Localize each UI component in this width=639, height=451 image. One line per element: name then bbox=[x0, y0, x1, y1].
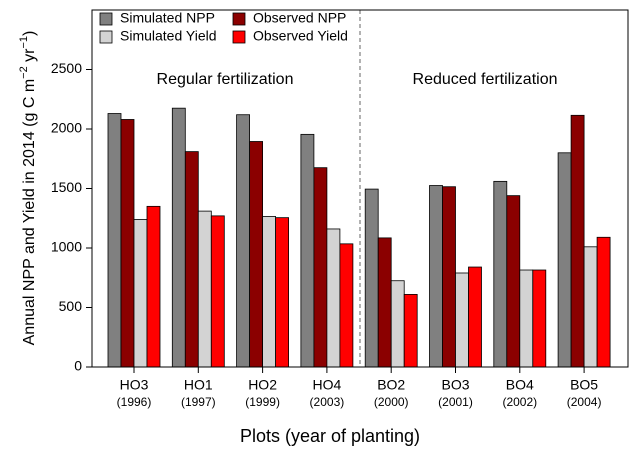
y-tick-label: 0 bbox=[74, 358, 82, 374]
bar bbox=[532, 269, 547, 368]
bar bbox=[171, 107, 186, 368]
y-label-part: yr bbox=[21, 48, 38, 66]
x-tick-label: BO4 bbox=[506, 377, 534, 393]
plot-frame bbox=[91, 9, 629, 368]
bar bbox=[570, 114, 585, 368]
bar bbox=[120, 119, 135, 368]
bar bbox=[107, 113, 122, 368]
y-label-sup: −2 bbox=[18, 66, 30, 79]
bar bbox=[455, 272, 469, 368]
bar bbox=[262, 216, 277, 368]
x-tick-sublabel: (1996) bbox=[117, 395, 152, 409]
y-axis-label: Annual NPP and Yield in 2014 (g C m−2 yr… bbox=[18, 31, 38, 346]
bar bbox=[403, 294, 418, 368]
y-label-part: ) bbox=[21, 31, 38, 36]
annotation: Reduced fertilization bbox=[413, 71, 558, 88]
y-tick-label: 1500 bbox=[51, 179, 82, 195]
legend-label: Observed NPP bbox=[253, 10, 346, 26]
bar bbox=[146, 205, 161, 368]
bar bbox=[326, 228, 341, 368]
bar bbox=[249, 141, 264, 368]
bar bbox=[300, 133, 315, 368]
legend-label: Simulated NPP bbox=[120, 10, 215, 26]
annotation: Regular fertilization bbox=[157, 71, 294, 88]
bar bbox=[275, 217, 290, 368]
x-tick-sublabel: (2002) bbox=[502, 395, 537, 409]
x-tick-sublabel: (2003) bbox=[310, 395, 345, 409]
legend-swatch bbox=[99, 12, 113, 26]
bar bbox=[519, 269, 534, 368]
bar bbox=[364, 188, 379, 368]
y-tick-label: 2500 bbox=[51, 60, 82, 76]
y-tick-label: 500 bbox=[59, 298, 83, 314]
bar bbox=[506, 195, 521, 368]
legend-label: Simulated Yield bbox=[120, 28, 217, 44]
x-tick-label: HO4 bbox=[313, 377, 342, 393]
x-tick-label: HO3 bbox=[120, 377, 149, 393]
bar bbox=[377, 237, 392, 368]
y-label-sup: −1 bbox=[18, 36, 30, 49]
bar bbox=[390, 280, 405, 368]
y-tick-label: 1000 bbox=[51, 239, 82, 255]
x-tick-sublabel: (1997) bbox=[181, 395, 216, 409]
x-tick-label: BO2 bbox=[377, 377, 405, 393]
bar bbox=[236, 114, 251, 368]
x-tick-label: BO3 bbox=[441, 377, 469, 393]
x-tick-sublabel: (2001) bbox=[438, 395, 473, 409]
bar bbox=[210, 215, 225, 368]
legend-swatch bbox=[99, 30, 113, 44]
bar bbox=[493, 180, 508, 368]
bar bbox=[468, 266, 482, 368]
legend-swatch bbox=[232, 12, 246, 26]
bar bbox=[429, 185, 443, 368]
legend-label: Observed Yield bbox=[253, 28, 348, 44]
bar bbox=[596, 236, 611, 368]
x-tick-sublabel: (2004) bbox=[567, 395, 602, 409]
x-tick-label: HO2 bbox=[248, 377, 277, 393]
x-tick-label: HO1 bbox=[184, 377, 213, 393]
bar bbox=[133, 219, 148, 368]
bar bbox=[442, 186, 456, 368]
x-tick-label: BO5 bbox=[570, 377, 598, 393]
bar bbox=[583, 246, 598, 368]
bar bbox=[339, 243, 354, 368]
bar bbox=[197, 210, 212, 368]
x-tick-sublabel: (2000) bbox=[374, 395, 409, 409]
y-label-part: Annual NPP and Yield in 2014 (g C m bbox=[21, 79, 38, 346]
legend-swatch bbox=[232, 30, 246, 44]
y-tick-label: 2000 bbox=[51, 120, 82, 136]
x-axis-label: Plots (year of planting) bbox=[240, 426, 420, 446]
bar bbox=[557, 152, 572, 368]
x-tick-sublabel: (1999) bbox=[245, 395, 280, 409]
bar bbox=[184, 151, 199, 368]
bar bbox=[313, 167, 328, 368]
